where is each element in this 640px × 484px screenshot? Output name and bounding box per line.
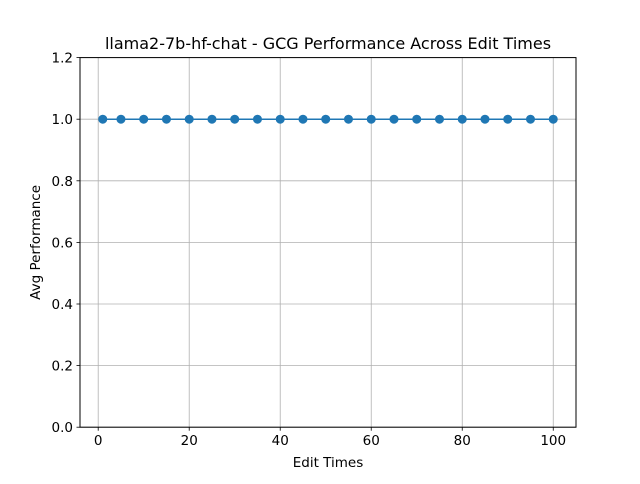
y-tick-label: 0.8 <box>52 174 73 190</box>
y-tick-label: 0.4 <box>52 297 73 313</box>
axes-ticks: 0 20 40 60 80 100 0.0 0.2 0.4 0.6 0.8 1.0 1.2 <box>52 51 567 450</box>
data-point <box>98 114 108 124</box>
x-tick-label: 60 <box>363 433 380 449</box>
data-point <box>207 114 217 124</box>
data-point <box>548 114 558 124</box>
x-tick-label: 100 <box>540 433 566 449</box>
data-point <box>230 114 240 124</box>
data-point <box>366 114 376 124</box>
data-point <box>161 114 171 124</box>
y-tick-label: 0.2 <box>52 359 73 375</box>
data-point <box>480 114 490 124</box>
data-point <box>298 114 308 124</box>
x-axis-label: Edit Times <box>293 455 364 471</box>
data-point <box>116 114 126 124</box>
chart-title: llama2-7b-hf-chat - GCG Performance Acro… <box>105 34 551 53</box>
data-point <box>503 114 513 124</box>
data-point <box>252 114 262 124</box>
x-tick-label: 40 <box>272 433 289 449</box>
data-point <box>457 114 467 124</box>
data-point <box>525 114 535 124</box>
x-tick-label: 0 <box>94 433 103 449</box>
y-tick-label: 1.0 <box>52 112 73 128</box>
y-tick-label: 0.6 <box>52 235 73 251</box>
data-point <box>184 114 194 124</box>
y-tick-label: 0.0 <box>52 420 73 436</box>
data-point <box>434 114 444 124</box>
x-tick-label: 80 <box>454 433 471 449</box>
x-tick-label: 20 <box>181 433 198 449</box>
y-axis-label: Avg Performance <box>28 185 44 300</box>
data-point <box>139 114 149 124</box>
data-point <box>321 114 331 124</box>
y-tick-label: 1.2 <box>52 51 73 67</box>
series-layer <box>98 114 558 124</box>
data-point <box>412 114 422 124</box>
data-point <box>343 114 353 124</box>
data-point <box>389 114 399 124</box>
data-point <box>275 114 285 124</box>
